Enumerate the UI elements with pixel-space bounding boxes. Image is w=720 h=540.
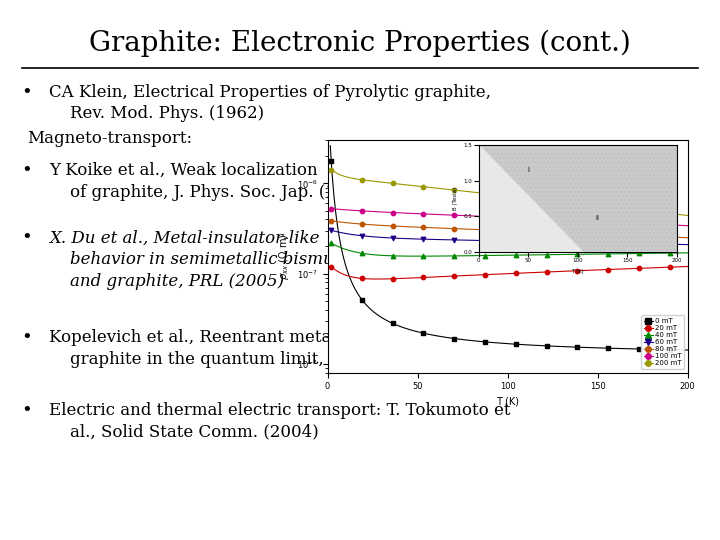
Point [480, 225, 491, 234]
Point [449, 186, 460, 194]
Text: Kopelevich et al., Reentrant metallic behavior of
    graphite in the quantum li: Kopelevich et al., Reentrant metallic be… [49, 329, 457, 368]
Point [387, 208, 398, 217]
Text: Magneto-transport:: Magneto-transport: [27, 130, 192, 146]
Point [664, 233, 675, 241]
Point [356, 295, 368, 304]
Point [541, 251, 552, 259]
Point [325, 157, 337, 165]
Point [510, 340, 521, 348]
Point [633, 206, 644, 214]
Point [603, 230, 614, 239]
Point [387, 319, 398, 328]
Point [541, 228, 552, 237]
Text: CA Klein, Electrical Properties of Pyrolytic graphite,
    Rev. Mod. Phys. (1962: CA Klein, Electrical Properties of Pyrol… [49, 84, 491, 122]
Point [572, 250, 583, 259]
Point [633, 345, 644, 353]
Point [541, 215, 552, 224]
Point [356, 274, 368, 283]
Text: •: • [22, 84, 32, 102]
Point [510, 251, 521, 259]
Point [603, 202, 614, 211]
Point [603, 239, 614, 247]
Point [664, 240, 675, 248]
Point [449, 252, 460, 260]
Point [418, 273, 429, 282]
Point [664, 220, 675, 229]
Text: Graphite: Electronic Properties (cont.): Graphite: Electronic Properties (cont.) [89, 30, 631, 57]
Point [572, 238, 583, 247]
Point [418, 183, 429, 191]
Point [541, 342, 552, 350]
Point [325, 262, 337, 271]
Point [664, 346, 675, 354]
Point [510, 227, 521, 235]
Point [480, 338, 491, 346]
Point [449, 235, 460, 244]
Point [418, 329, 429, 338]
Point [356, 232, 368, 240]
Point [480, 189, 491, 198]
Point [572, 229, 583, 238]
Point [603, 344, 614, 353]
Text: •: • [22, 230, 32, 247]
Point [572, 199, 583, 208]
Point [510, 237, 521, 246]
Point [480, 251, 491, 260]
Point [541, 268, 552, 276]
Text: •: • [22, 402, 32, 420]
Point [541, 238, 552, 246]
Point [387, 179, 398, 188]
Point [449, 211, 460, 220]
Text: •: • [22, 329, 32, 347]
Point [418, 252, 429, 260]
Point [418, 210, 429, 218]
Point [633, 239, 644, 248]
Point [664, 263, 675, 272]
Point [480, 236, 491, 245]
Point [603, 218, 614, 226]
Text: Electric and thermal electric transport: T. Tokumoto et
    al., Solid State Com: Electric and thermal electric transport:… [49, 402, 510, 441]
Text: X. Du et al., Metal-insulator-like
    behavior in semimetallic bismuth
    and : X. Du et al., Metal-insulator-like behav… [49, 230, 351, 289]
X-axis label: T (K): T (K) [496, 397, 519, 407]
Point [325, 217, 337, 225]
Point [418, 223, 429, 232]
Y-axis label: $\rho_{xx}$ ($\Omega$ m): $\rho_{xx}$ ($\Omega$ m) [277, 233, 292, 280]
Point [541, 196, 552, 205]
Legend: 0 mT, 20 mT, 40 mT, 60 mT, 80 mT, 100 mT, 200 mT: 0 mT, 20 mT, 40 mT, 60 mT, 80 mT, 100 mT… [642, 315, 684, 369]
Point [325, 204, 337, 213]
Point [480, 271, 491, 279]
Point [387, 274, 398, 283]
Point [603, 249, 614, 258]
Point [664, 209, 675, 218]
Point [480, 212, 491, 221]
Point [387, 252, 398, 260]
Point [510, 192, 521, 201]
Point [356, 176, 368, 184]
Point [449, 224, 460, 233]
Text: Y Koike et al., Weak localization
    of graphite, J. Phys. Soc. Jap. (1985): Y Koike et al., Weak localization of gra… [49, 162, 374, 200]
Point [449, 334, 460, 343]
Point [603, 265, 614, 274]
Point [510, 269, 521, 278]
Point [633, 264, 644, 273]
Point [356, 249, 368, 258]
Point [325, 239, 337, 247]
Point [664, 249, 675, 258]
Point [418, 235, 429, 244]
Point [572, 343, 583, 352]
Point [387, 222, 398, 231]
Point [633, 231, 644, 240]
Point [572, 216, 583, 225]
Point [449, 272, 460, 280]
Text: •: • [22, 162, 32, 180]
Point [356, 207, 368, 215]
Point [633, 249, 644, 258]
Point [387, 234, 398, 242]
Point [325, 165, 337, 174]
Point [510, 213, 521, 222]
Point [633, 219, 644, 227]
Point [356, 220, 368, 228]
Point [572, 266, 583, 275]
Point [325, 226, 337, 235]
